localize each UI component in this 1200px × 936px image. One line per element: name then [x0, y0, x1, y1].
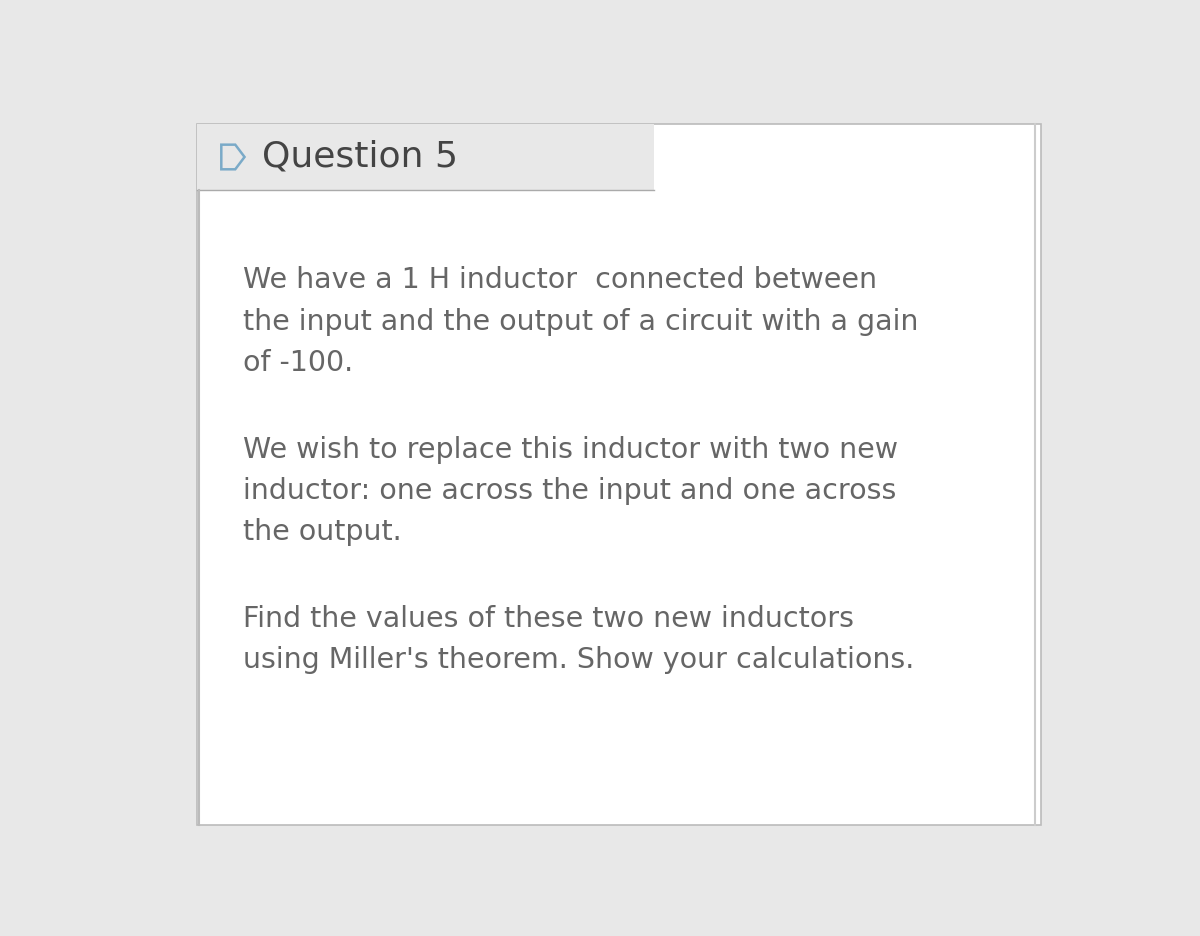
Text: Question 5: Question 5	[263, 140, 458, 174]
Text: We wish to replace this inductor with two new
inductor: one across the input and: We wish to replace this inductor with tw…	[242, 436, 898, 546]
Text: Find the values of these two new inductors
using Miller's theorem. Show your cal: Find the values of these two new inducto…	[242, 605, 914, 674]
Text: We have a 1 H inductor  connected between
the input and the output of a circuit : We have a 1 H inductor connected between…	[242, 267, 918, 376]
FancyBboxPatch shape	[197, 124, 1042, 825]
FancyBboxPatch shape	[197, 124, 654, 190]
